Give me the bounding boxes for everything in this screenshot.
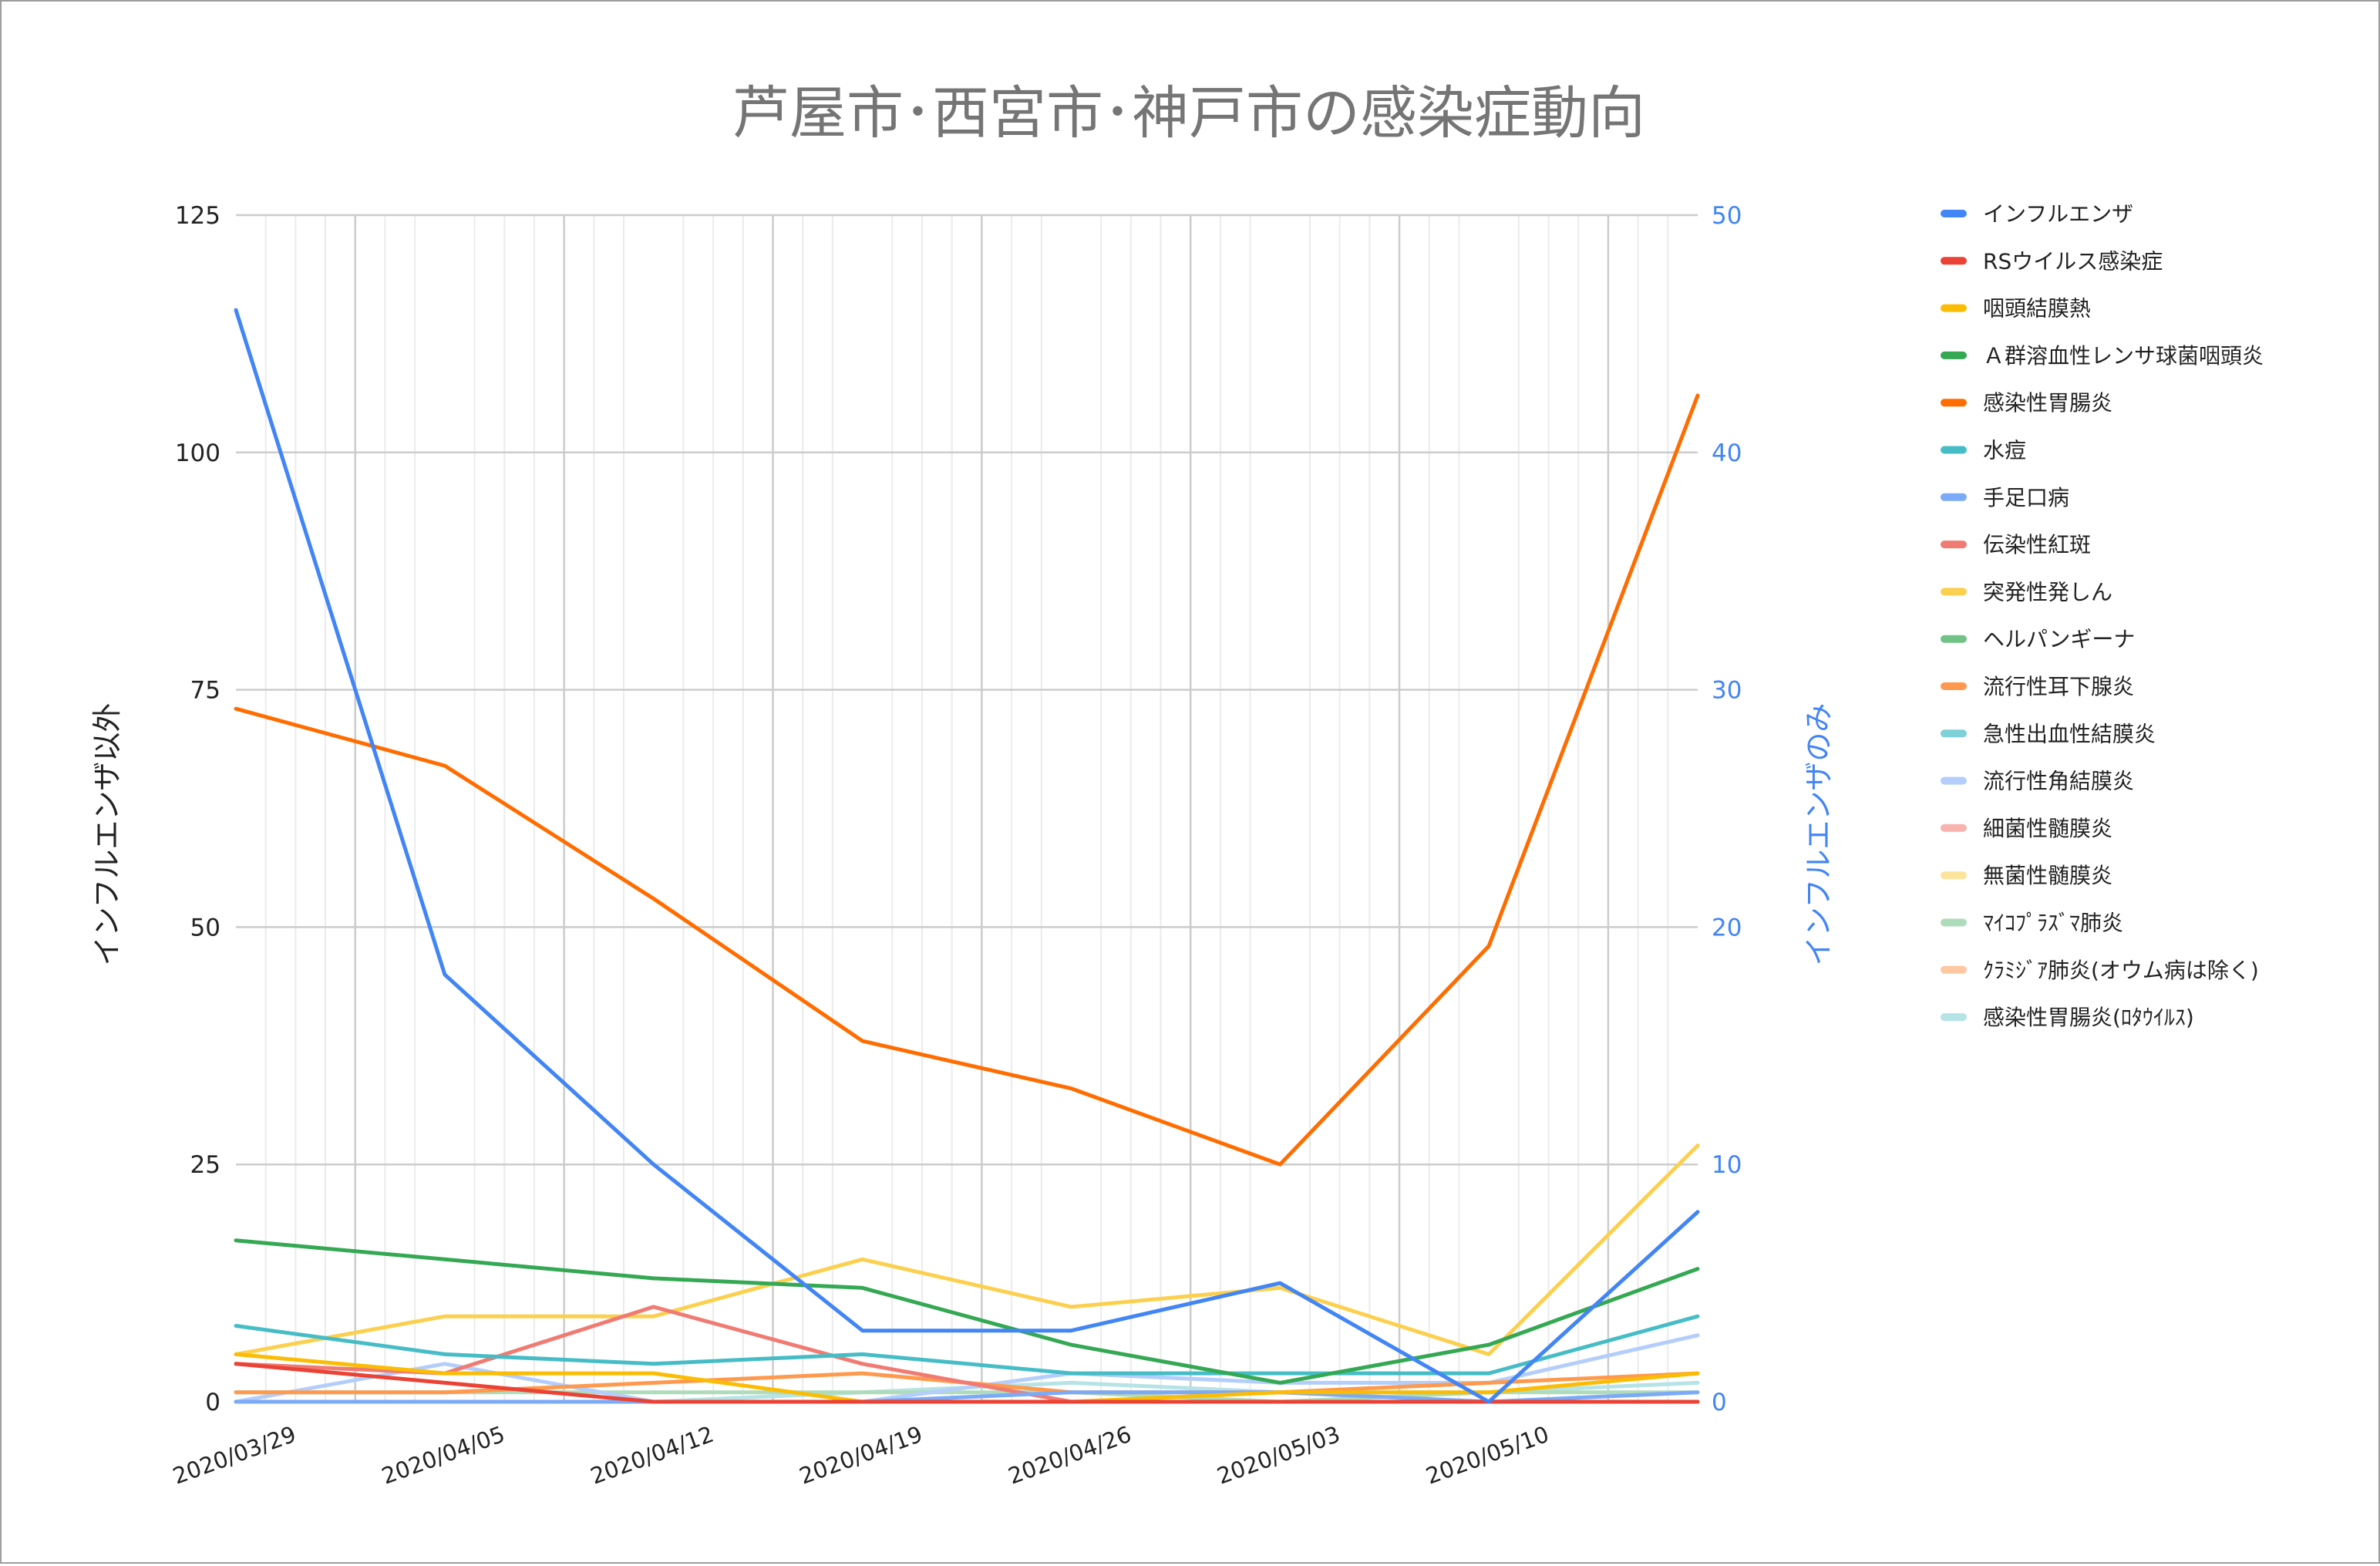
left-tick-label: 50	[190, 914, 220, 941]
x-tick-label: 2020/04/05	[379, 1421, 509, 1490]
legend-swatch	[1941, 351, 1967, 359]
left-tick-label: 125	[175, 202, 220, 230]
legend-label: 無菌性髄膜炎	[1983, 863, 2112, 888]
x-tick-label: 2020/04/19	[796, 1421, 926, 1490]
legend-label: 急性出血性結膜炎	[1983, 721, 2156, 746]
legend-swatch	[1941, 210, 1967, 217]
left-tick-label: 25	[190, 1151, 220, 1179]
right-tick-label: 30	[1712, 677, 1742, 705]
left-tick-label: 100	[175, 439, 220, 467]
series-line	[234, 393, 1700, 1167]
series-line	[234, 1238, 1700, 1385]
legend-swatch	[1941, 871, 1967, 880]
legend-label: インフルエンザ	[1983, 201, 2133, 227]
legend-swatch	[1941, 729, 1967, 738]
legend-label: 流行性耳下腺炎	[1983, 674, 2134, 699]
legend-label: RSウイルス感染症	[1983, 248, 2163, 274]
legend-label: 感染性胃腸炎(ﾛﾀｳｲﾙｽ)	[1983, 1005, 2194, 1030]
minor-gridlines	[264, 215, 1669, 1402]
legend-label: 伝染性紅斑	[1983, 532, 2091, 557]
left-axis-ticks: 0 25 50 75 100 125	[175, 202, 220, 1416]
legend-label: 細菌性髄膜炎	[1983, 816, 2112, 841]
x-tick-label: 2020/05/03	[1214, 1421, 1344, 1490]
legend-swatch	[1941, 776, 1967, 785]
series-line	[234, 1362, 1700, 1404]
legend-swatch	[1941, 682, 1967, 690]
right-tick-label: 50	[1712, 202, 1742, 230]
legend-label: ヘルパンギーナ	[1983, 627, 2135, 652]
left-tick-label: 75	[190, 677, 220, 705]
legend-label: Ａ群溶血性レンサ球菌咽頭炎	[1983, 343, 2264, 369]
legend-swatch	[1941, 1013, 1967, 1022]
legend-swatch	[1941, 446, 1967, 454]
legend-label: 咽頭結膜熱	[1983, 296, 2091, 322]
right-axis-ticks: 0 10 20 30 40 50	[1712, 202, 1742, 1416]
x-tick-label: 2020/05/10	[1422, 1421, 1553, 1490]
series-line	[234, 1314, 1700, 1376]
right-tick-label: 20	[1712, 914, 1742, 941]
legend-swatch	[1941, 493, 1967, 501]
legend-swatch	[1941, 257, 1967, 265]
legend-label: ｸﾗﾐｼﾞｱ肺炎(オウム病は除く)	[1983, 958, 2259, 983]
x-tick-label: 2020/03/29	[170, 1421, 300, 1490]
x-axis-ticks: 2020/03/29 2020/04/05 2020/04/12 2020/04/19…	[170, 1421, 1553, 1490]
series-lines	[234, 308, 1700, 1404]
series-line	[234, 308, 1700, 1404]
right-tick-label: 10	[1712, 1151, 1742, 1179]
legend-swatch	[1941, 635, 1967, 643]
legend-label: 感染性胃腸炎	[1983, 390, 2112, 416]
legend-swatch	[1941, 965, 1967, 974]
legend-swatch	[1941, 304, 1967, 312]
legend-swatch	[1941, 823, 1967, 832]
legend-label: 水痘	[1983, 438, 2026, 463]
right-axis-title: インフルエンザのみ	[1802, 703, 1836, 966]
legend-swatch	[1941, 541, 1967, 549]
x-tick-label: 2020/04/12	[587, 1421, 717, 1490]
left-axis-title: インフルエンザ以外	[90, 703, 124, 966]
legend-label: 流行性角結膜炎	[1983, 769, 2134, 794]
major-gridlines	[236, 214, 1698, 1403]
x-tick-label: 2020/04/26	[1005, 1421, 1135, 1490]
left-tick-label: 0	[205, 1389, 220, 1416]
legend-swatch	[1941, 399, 1967, 407]
legend-label: 手足口病	[1983, 485, 2069, 510]
legend-label: 突発性発しん	[1983, 579, 2112, 605]
chart-title: 芦屋市･西宮市･神戸市の感染症動向	[732, 80, 1645, 146]
legend-swatch	[1941, 918, 1967, 927]
legend-swatch	[1941, 588, 1967, 596]
right-tick-label: 40	[1712, 439, 1742, 467]
right-tick-label: 0	[1712, 1389, 1727, 1416]
series-line	[234, 1143, 1700, 1356]
legend-label: ﾏｲｺﾌﾟﾗｽﾞﾏ肺炎	[1983, 911, 2123, 936]
